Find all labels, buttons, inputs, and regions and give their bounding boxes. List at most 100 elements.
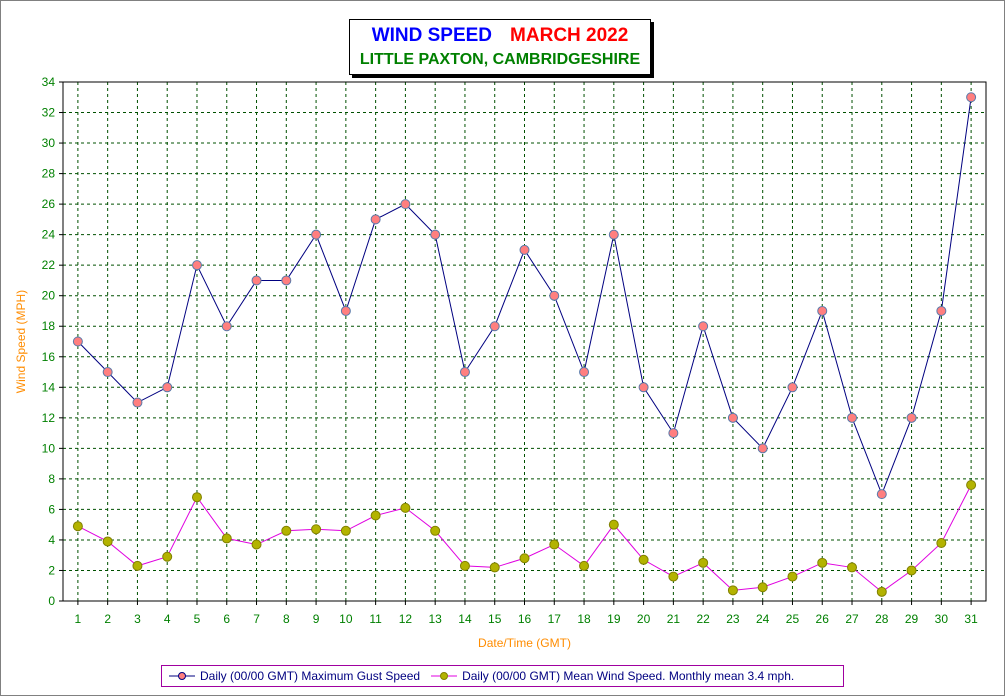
data-point bbox=[340, 525, 351, 536]
data-point bbox=[787, 382, 798, 393]
legend-label-gust: Daily (00/00 GMT) Maximum Gust Speed bbox=[200, 669, 421, 683]
grid-layer bbox=[63, 81, 986, 601]
data-point bbox=[906, 412, 917, 423]
data-point bbox=[668, 571, 679, 582]
data-point bbox=[311, 524, 322, 535]
data-point bbox=[608, 229, 619, 240]
data-point bbox=[608, 519, 619, 530]
x-tick-label: 7 bbox=[253, 612, 260, 626]
data-point bbox=[638, 382, 649, 393]
data-point bbox=[847, 412, 858, 423]
x-tick-label: 17 bbox=[548, 612, 562, 626]
data-point bbox=[251, 275, 262, 286]
data-point bbox=[340, 305, 351, 316]
x-tick-label: 3 bbox=[134, 612, 141, 626]
y-tick-label: 26 bbox=[42, 197, 56, 211]
y-tick-label: 6 bbox=[48, 502, 55, 516]
chart-title-month: MARCH 2022 bbox=[510, 25, 629, 46]
data-point bbox=[876, 489, 887, 500]
data-point bbox=[162, 551, 173, 562]
legend-item-gust: Daily (00/00 GMT) Maximum Gust Speed bbox=[168, 669, 420, 683]
data-point bbox=[579, 367, 590, 378]
x-tick-label: 20 bbox=[637, 612, 651, 626]
x-axis-title: Date/Time (GMT) bbox=[478, 636, 571, 650]
data-point bbox=[966, 479, 977, 490]
y-tick-label: 10 bbox=[42, 441, 56, 455]
data-point bbox=[906, 565, 917, 576]
x-tick-label: 29 bbox=[905, 612, 919, 626]
y-tick-label: 4 bbox=[48, 533, 55, 547]
x-tick-label: 28 bbox=[875, 612, 889, 626]
data-point bbox=[757, 443, 768, 454]
data-point bbox=[221, 533, 232, 544]
legend-swatch-gust bbox=[169, 672, 195, 680]
x-tick-label: 25 bbox=[786, 612, 800, 626]
y-tick-label: 0 bbox=[48, 594, 55, 608]
data-point bbox=[727, 412, 738, 423]
legend-label-mean: Daily (00/00 GMT) Mean Wind Speed. Month… bbox=[462, 669, 795, 683]
x-tick-label: 13 bbox=[428, 612, 442, 626]
x-tick-label: 6 bbox=[223, 612, 230, 626]
data-point bbox=[430, 229, 441, 240]
y-tick-label: 12 bbox=[42, 411, 56, 425]
data-point bbox=[579, 560, 590, 571]
data-point bbox=[876, 586, 887, 597]
x-tick-label: 18 bbox=[577, 612, 591, 626]
data-point bbox=[162, 382, 173, 393]
x-tick-label: 26 bbox=[816, 612, 830, 626]
data-point bbox=[221, 321, 232, 332]
data-point bbox=[400, 502, 411, 513]
x-tick-label: 1 bbox=[75, 612, 82, 626]
x-tick-label: 5 bbox=[194, 612, 201, 626]
chart-title: WIND SPEED bbox=[371, 25, 493, 46]
data-point bbox=[698, 321, 709, 332]
y-tick-label: 30 bbox=[42, 136, 56, 150]
x-tick-label: 12 bbox=[399, 612, 413, 626]
y-tick-label: 24 bbox=[42, 228, 56, 242]
y-tick-label: 34 bbox=[42, 75, 56, 89]
chart-title-box: WIND SPEED MARCH 2022 LITTLE PAXTON, CAMB… bbox=[349, 19, 651, 75]
x-tick-label: 2 bbox=[104, 612, 111, 626]
data-point bbox=[132, 397, 143, 408]
data-point bbox=[489, 562, 500, 573]
data-point bbox=[281, 275, 292, 286]
data-point bbox=[757, 582, 768, 593]
y-tick-label: 32 bbox=[42, 106, 56, 120]
data-point bbox=[847, 562, 858, 573]
data-point bbox=[519, 553, 530, 564]
legend-swatch-mean bbox=[431, 672, 458, 680]
data-point bbox=[102, 536, 113, 547]
data-point bbox=[936, 537, 947, 548]
series-layer bbox=[72, 92, 977, 597]
x-tick-label: 8 bbox=[283, 612, 290, 626]
data-point bbox=[549, 290, 560, 301]
data-point bbox=[72, 521, 83, 532]
data-point bbox=[727, 585, 738, 596]
data-point bbox=[191, 260, 202, 271]
x-tick-label: 14 bbox=[458, 612, 472, 626]
data-point bbox=[370, 510, 381, 521]
data-point bbox=[936, 305, 947, 316]
data-point bbox=[459, 367, 470, 378]
data-point bbox=[638, 554, 649, 565]
x-tick-label: 4 bbox=[164, 612, 171, 626]
data-point bbox=[489, 321, 500, 332]
data-point bbox=[251, 539, 262, 550]
x-tick-label: 22 bbox=[696, 612, 710, 626]
data-point bbox=[132, 560, 143, 571]
data-point bbox=[400, 199, 411, 210]
legend-item-mean: Daily (00/00 GMT) Mean Wind Speed. Month… bbox=[430, 669, 794, 683]
x-tick-label: 10 bbox=[339, 612, 353, 626]
chart-legend: Daily (00/00 GMT) Maximum Gust Speed Dai… bbox=[161, 665, 844, 687]
y-tick-label: 8 bbox=[48, 472, 55, 486]
data-point bbox=[281, 525, 292, 536]
data-point bbox=[698, 557, 709, 568]
x-tick-label: 9 bbox=[313, 612, 320, 626]
y-tick-label: 28 bbox=[42, 167, 56, 181]
data-point bbox=[668, 428, 679, 439]
data-point bbox=[817, 305, 828, 316]
x-tick-label: 11 bbox=[369, 612, 382, 626]
x-tick-label: 31 bbox=[964, 612, 978, 626]
